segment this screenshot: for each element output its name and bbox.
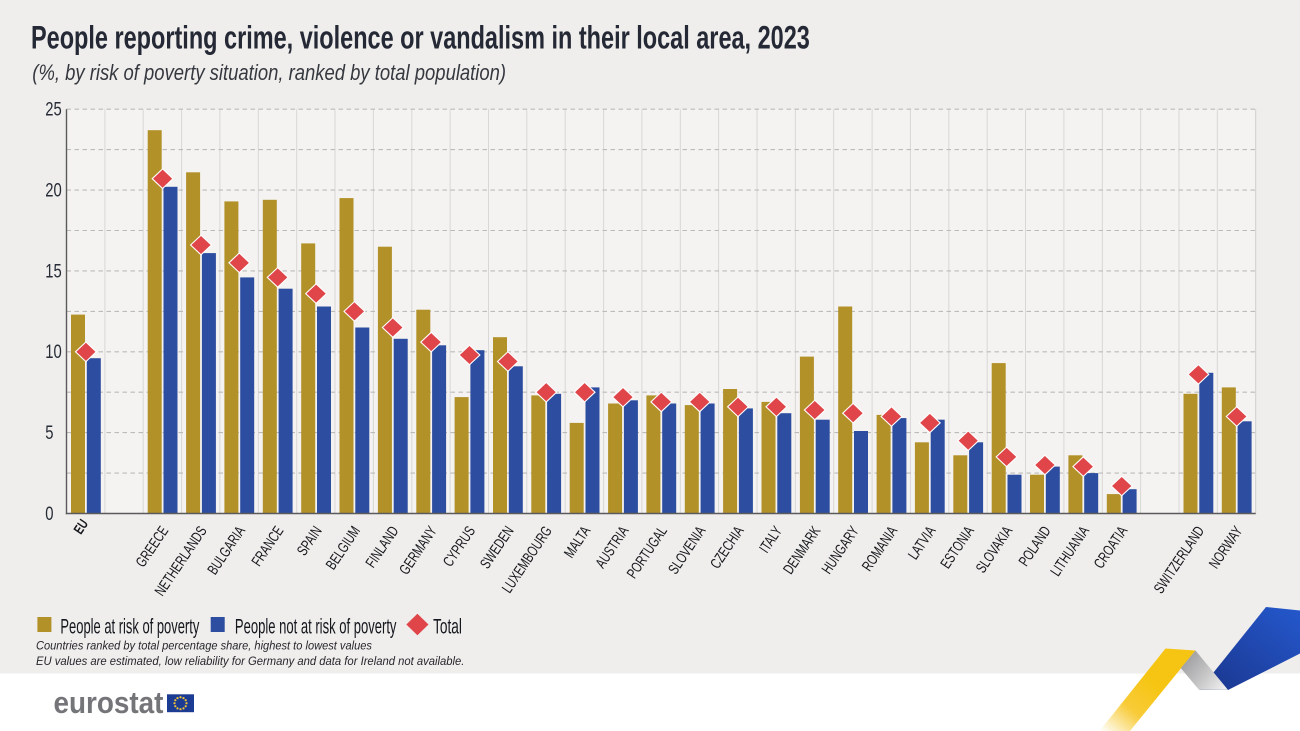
svg-text:5: 5	[45, 421, 53, 444]
svg-text:People at risk of poverty: People at risk of poverty	[60, 614, 199, 638]
svg-text:0: 0	[45, 502, 53, 525]
svg-text:(%, by risk of poverty situati: (%, by risk of poverty situation, ranked…	[32, 62, 506, 86]
svg-text:Countries ranked by total perc: Countries ranked by total percentage sha…	[36, 639, 372, 653]
svg-text:10: 10	[45, 340, 61, 363]
svg-text:15: 15	[45, 259, 61, 282]
svg-text:20: 20	[45, 178, 61, 201]
svg-text:People reporting crime, violen: People reporting crime, violence or vand…	[31, 20, 810, 57]
svg-text:25: 25	[45, 98, 61, 121]
svg-text:eurostat: eurostat	[54, 687, 164, 720]
svg-text:People not at risk of poverty: People not at risk of poverty	[235, 614, 397, 638]
svg-text:EU values are estimated, low r: EU values are estimated, low reliability…	[36, 653, 464, 668]
svg-text:Total: Total	[433, 615, 462, 639]
